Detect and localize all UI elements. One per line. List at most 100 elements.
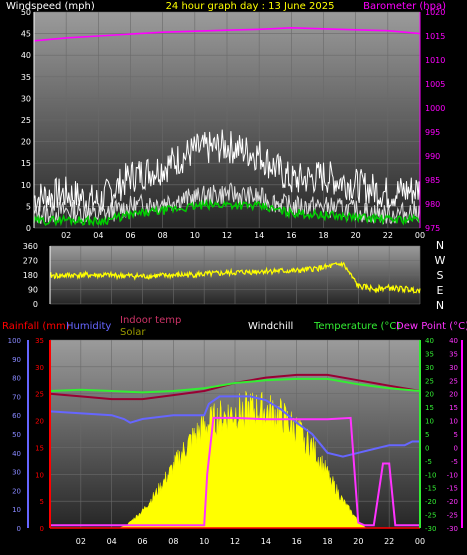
wind-y-tick-label: 40 [21, 51, 31, 60]
barometer-y-tick-label: 990 [425, 152, 440, 161]
wind-y-tick-label: 15 [21, 159, 31, 168]
humidity-y-tick-label: 10 [12, 506, 21, 514]
indoor-temp-legend: Indoor temp [120, 315, 181, 326]
barometer-y-tick-label: 1000 [425, 104, 445, 113]
rainfall-y-tick-label: 10 [35, 471, 44, 479]
gust-series [33, 129, 421, 217]
dewpoint-y-tick-label: 5 [454, 431, 458, 439]
temperature-y-tick-label: -10 [425, 471, 436, 479]
wind-x-tick-label: 08 [158, 231, 168, 240]
barometer-series [33, 26, 421, 42]
temperature-series [49, 373, 421, 529]
dewpoint-y-tick-label: 20 [449, 391, 458, 399]
wind-x-tick-label: 22 [383, 231, 393, 240]
temperature-y-tick-label: -30 [425, 525, 436, 533]
dewpoint-y-tick-label: -25 [447, 512, 458, 520]
temperature-x-tick-label: 04 [107, 537, 117, 546]
temperature-x-tick-label: 16 [292, 537, 302, 546]
dewpoint-y-tick-label: 10 [449, 418, 458, 426]
dewpoint-y-ticks: -30 -25 -20 -15 -10 -5 0 5 10 15 20 25 30 35 40 [447, 337, 458, 533]
rainfall-y-tick-label: 20 [35, 418, 44, 426]
wind-y-tick-label: 35 [21, 73, 31, 82]
temperature-y-tick-label: 0 [425, 444, 429, 452]
direction-y-ticks: 0 90 180 270 360 [23, 242, 38, 309]
wind-y-tick-label: 30 [21, 94, 31, 103]
humidity-y-tick-label: 80 [12, 375, 21, 383]
wind-x-tick-label: 06 [125, 231, 135, 240]
wind-x-ticks: 02 04 06 08 10 12 14 16 18 20 22 00 [61, 231, 425, 240]
temperature-legend: Temperature (°C) [313, 321, 400, 332]
humidity-series [49, 395, 420, 458]
windspeed-axis-label: Windspeed (mph) [6, 1, 95, 12]
wind-y-tick-label: 5 [26, 202, 31, 211]
dewpoint-y-tick-label: 40 [449, 337, 458, 345]
dewpoint-y-tick-label: 30 [449, 364, 458, 372]
solar-legend: Solar [120, 327, 146, 338]
humidity-y-tick-label: 20 [12, 487, 21, 495]
rainfall-y-tick-label: 15 [35, 444, 44, 452]
temperature-y-tick-label: 5 [425, 431, 429, 439]
humidity-y-tick-label: 100 [8, 337, 21, 345]
dewpoint-y-tick-label: 15 [449, 404, 458, 412]
wind-x-tick-label: 10 [190, 231, 200, 240]
temperature-series [49, 377, 421, 394]
dewpoint-y-tick-label: -20 [447, 498, 458, 506]
temperature-x-tick-label: 14 [261, 537, 271, 546]
barometer-y-tick-label: 1010 [425, 56, 445, 65]
wind-x-tick-label: 20 [351, 231, 361, 240]
humidity-y-tick-label: 30 [12, 469, 21, 477]
dewpoint-y-tick-label: 0 [454, 444, 458, 452]
wind-y-ticks: 0 5 10 15 20 25 30 35 40 45 50 [21, 8, 31, 233]
direction-y-tick-label: 0 [33, 300, 38, 309]
humidity-y-tick-label: 0 [17, 525, 21, 533]
rainfall-y-tick-label: 35 [35, 337, 44, 345]
temperature-x-ticks: 02 04 06 08 10 12 14 16 18 20 22 00 [76, 537, 425, 546]
chart-title: 24 hour graph day : 13 June 2025 [166, 1, 335, 12]
wind-grid [34, 11, 421, 229]
dewpoint-y-tick-label: 25 [449, 377, 458, 385]
humidity-y-tick-label: 40 [12, 450, 21, 458]
windchill-legend: Windchill [248, 321, 293, 332]
wind-y-tick-label: 20 [21, 138, 31, 147]
wind-x-tick-label: 04 [93, 231, 103, 240]
wind-direction-series [49, 260, 421, 294]
humidity-y-tick-label: 70 [12, 393, 21, 401]
temperature-y-tick-label: -15 [425, 485, 436, 493]
barometer-y-tick-label: 985 [425, 176, 440, 185]
rainfall-y-tick-label: 5 [40, 498, 44, 506]
temperature-y-ticks: -30 -25 -20 -15 -10 -5 0 5 10 15 20 25 30 35 40 [425, 337, 436, 533]
humidity-legend: Humidity [66, 321, 111, 332]
rainfall-y-tick-label: 0 [40, 525, 44, 533]
temperature-y-tick-label: 30 [425, 364, 434, 372]
barometer-y-tick-label: 1005 [425, 80, 445, 89]
wind-x-tick-label: 02 [61, 231, 71, 240]
temperature-y-tick-label: 35 [425, 350, 434, 358]
wind-y-tick-label: 50 [21, 8, 31, 17]
direction-y-tick-label: 360 [23, 242, 38, 251]
compass-label: N [436, 299, 444, 312]
dewpoint-y-tick-label: -5 [451, 458, 458, 466]
temperature-x-tick-label: 06 [137, 537, 147, 546]
humidity-y-tick-label: 90 [12, 356, 21, 364]
temperature-panel: Rainfall (mm) Humidity Indoor temp Solar… [2, 315, 467, 546]
temperature-x-tick-label: 22 [384, 537, 394, 546]
direction-series [49, 260, 421, 294]
direction-y-tick-label: 90 [28, 286, 38, 295]
compass-label: S [437, 269, 444, 282]
temperature-y-tick-label: -5 [425, 458, 432, 466]
wind-y-tick-label: 0 [26, 224, 31, 233]
temperature-x-tick-label: 02 [76, 537, 86, 546]
temperature-x-tick-label: 20 [353, 537, 363, 546]
barometer-y-tick-label: 975 [425, 224, 440, 233]
compass-label: W [435, 254, 446, 267]
temperature-y-tick-label: -20 [425, 498, 436, 506]
barometer-y-ticks: 975 980 985 990 995 1000 1005 1010 1015 1020 [425, 8, 445, 233]
barometer-y-tick-label: 980 [425, 200, 440, 209]
average-wind-series [33, 198, 421, 227]
compass-label: E [437, 284, 444, 297]
wind-x-tick-label: 16 [286, 231, 296, 240]
temperature-x-tick-label: 00 [415, 537, 425, 546]
